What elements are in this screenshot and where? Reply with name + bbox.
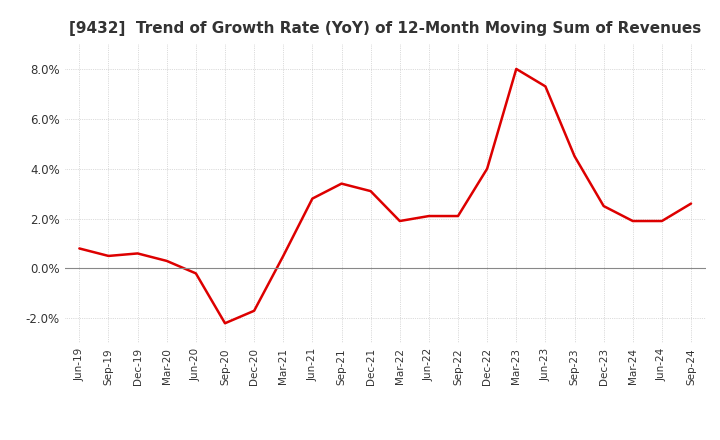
Title: [9432]  Trend of Growth Rate (YoY) of 12-Month Moving Sum of Revenues: [9432] Trend of Growth Rate (YoY) of 12-… [69,21,701,36]
